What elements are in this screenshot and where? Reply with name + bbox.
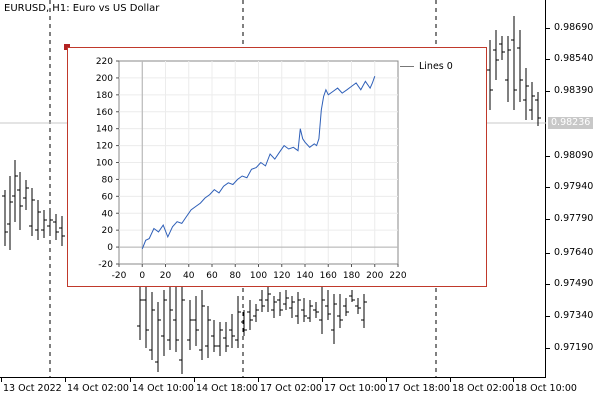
x-tick-label: 160 [320,271,337,281]
x-tick-label: 60 [206,271,218,281]
price-tick [546,28,550,29]
price-label: 0.97190 [554,342,594,353]
time-label: 14 Oct 02:00 [67,383,129,394]
time-label: 14 Oct 10:00 [132,383,194,394]
x-tick-label: -20 [112,271,127,281]
y-tick-label: 180 [96,91,113,101]
price-label: 0.98390 [554,85,594,96]
price-tick [546,59,550,60]
legend: Lines 0 [400,61,453,72]
time-label: 17 Oct 02:00 [260,383,322,394]
y-tick-label: 40 [102,209,114,219]
time-tick [1,378,2,382]
time-label: 17 Oct 18:00 [388,383,450,394]
price-label: 0.97790 [554,213,594,224]
symbol-title: EURUSD, H1: Euro vs US Dollar [4,3,160,14]
price-tick [546,219,550,220]
time-tick [258,378,259,382]
x-tick-label: 0 [139,271,145,281]
plot-window[interactable]: -20 0 20 40 60 80 100 120 140 160 180 200 220 220 200 1… [67,47,487,287]
price-label: 0.97340 [554,310,594,321]
y-tick-label: 20 [102,226,114,236]
time-tick [65,378,66,382]
time-tick [450,378,451,382]
line-plot: -20 0 20 40 60 80 100 120 140 160 180 200 2202202001… [96,57,407,281]
price-label: 0.98090 [554,150,594,161]
y-tick-label: 60 [102,192,114,202]
series-line [141,76,376,249]
price-tick [546,348,550,349]
time-label: 13 Oct 2022 [3,383,62,394]
y-tick-label: 0 [107,243,113,253]
x-tick-label: 100 [250,271,267,281]
price-tick [546,156,550,157]
price-axis[interactable]: 0.98690 0.98540 0.98390 0.98236 0.98090 … [546,0,600,378]
price-label: 0.97640 [554,247,594,258]
time-label: 18 Oct 10:00 [515,383,577,394]
time-axis[interactable]: 13 Oct 2022 14 Oct 02:00 14 Oct 10:00 14… [0,378,577,400]
price-label: 0.98690 [554,22,594,33]
time-tick [513,378,514,382]
x-tick-label: 180 [343,271,360,281]
price-tick [546,253,550,254]
y-tick-label: 120 [96,142,113,152]
time-tick [130,378,131,382]
y-tick-label: -20 [98,260,113,270]
x-tick-label: 220 [389,271,406,281]
x-tick-label: 80 [230,271,242,281]
legend-label: Lines 0 [419,61,453,72]
time-label: 14 Oct 18:00 [196,383,258,394]
price-label: 0.98540 [554,53,594,64]
y-tick-label: 160 [96,108,113,118]
y-tick-label: 200 [96,74,113,84]
y-tick-label: 140 [96,125,113,135]
price-tick [546,284,550,285]
time-tick [386,378,387,382]
current-price-label: 0.98236 [548,117,594,129]
price-chart-area[interactable]: EURUSD, H1: Euro vs US Dollar -20 0 20 40 60… [0,0,546,378]
price-tick [546,187,550,188]
y-tick-label: 220 [96,57,113,67]
price-label: 0.97940 [554,181,594,192]
x-tick-label: 200 [366,271,383,281]
time-tick [194,378,195,382]
y-tick-label: 100 [96,159,113,169]
time-tick [322,378,323,382]
x-tick-label: 20 [160,271,172,281]
price-tick [546,316,550,317]
time-label: 17 Oct 10:00 [324,383,386,394]
x-tick-label: 120 [273,271,290,281]
y-tick-label: 80 [102,175,114,185]
time-label: 18 Oct 02:00 [452,383,514,394]
price-label: 0.97490 [554,278,594,289]
candlestick-chart[interactable] [0,0,546,378]
legend-swatch [400,66,414,67]
price-tick [546,91,550,92]
x-tick-label: 140 [296,271,313,281]
x-tick-label: 40 [183,271,195,281]
